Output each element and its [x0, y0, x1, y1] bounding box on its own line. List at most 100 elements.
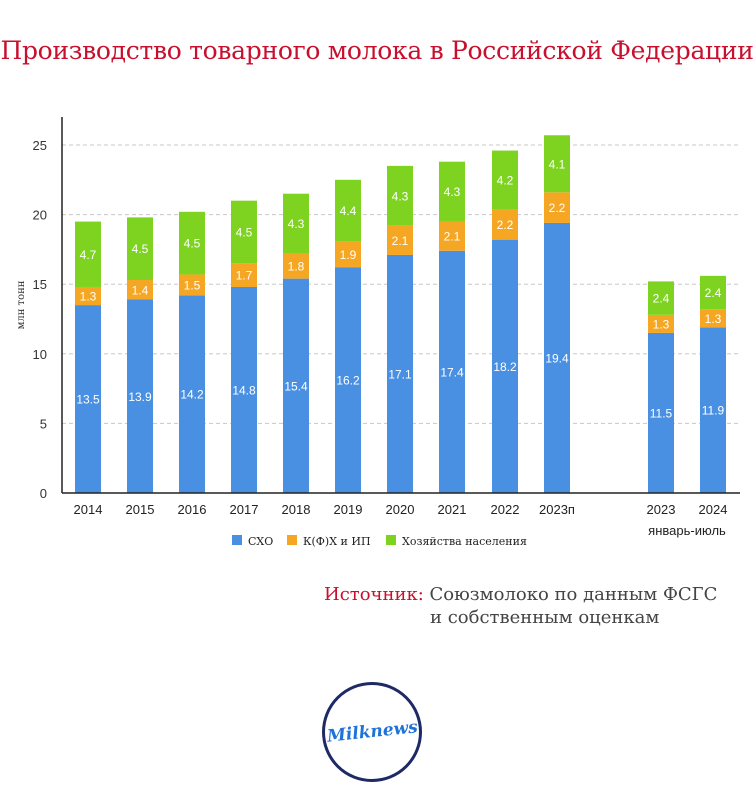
- data-label: 2.4: [705, 286, 722, 300]
- stacked-bar-chart: 0 5 10 15 20 25 млн тонн 13.5 1.3 4.7 2014 13.9 1.4 4…: [16, 117, 740, 548]
- data-label: 13.5: [76, 393, 100, 407]
- bar-segment: [127, 280, 153, 300]
- x-tick-label: 2017: [230, 502, 259, 517]
- bar-segment: [75, 286, 101, 306]
- bar-segment: [544, 192, 570, 223]
- bar-segment: [387, 254, 413, 493]
- bar-segment: [492, 209, 518, 240]
- bar-segment: [335, 267, 361, 493]
- data-label: 1.4: [132, 283, 149, 297]
- bar-segment: [648, 314, 674, 333]
- source-line-1: Союзмолоко по данным ФСГС: [429, 584, 718, 605]
- data-label: 1.9: [340, 248, 357, 262]
- bar-segment: [231, 200, 257, 264]
- data-label: 18.2: [493, 360, 517, 374]
- source-note: Источник: Союзмолоко по данным ФСГС и со…: [324, 583, 717, 629]
- data-label: 1.8: [288, 260, 305, 274]
- bar-segment: [127, 299, 153, 493]
- legend-swatch: [386, 535, 396, 545]
- y-tick-label: 20: [33, 208, 47, 223]
- data-label: 2.1: [444, 230, 461, 244]
- milknews-logo: Milknews: [322, 682, 422, 782]
- source-line-2: и собственным оценкам: [430, 607, 660, 628]
- bar-segment: [335, 241, 361, 268]
- data-label: 16.2: [336, 374, 360, 388]
- data-label: 1.3: [80, 290, 97, 304]
- bar-segment: [335, 179, 361, 242]
- x-tick-label: 2018: [282, 502, 311, 517]
- x-tick-label: 2014: [74, 502, 103, 517]
- bar-segment: [700, 309, 726, 328]
- x-tick-label: 2021: [438, 502, 467, 517]
- data-label: 2.2: [497, 218, 514, 232]
- x-tick-label: 2015: [126, 502, 155, 517]
- source-label: Источник:: [324, 584, 424, 605]
- x-tick-label: 2016: [178, 502, 207, 517]
- bar-segment: [75, 305, 101, 493]
- data-label: 4.3: [288, 217, 305, 231]
- data-label: 4.5: [132, 242, 149, 256]
- bar-segment: [231, 263, 257, 287]
- bar-segment: [439, 250, 465, 493]
- data-label: 11.9: [702, 404, 725, 418]
- data-label: 4.2: [497, 173, 514, 187]
- bar-segment: [283, 278, 309, 493]
- data-label: 1.7: [236, 269, 253, 283]
- bar-segment: [439, 161, 465, 222]
- y-tick-label: 5: [40, 416, 47, 431]
- x-tick-label: 2022: [491, 502, 520, 517]
- y-tick-label: 15: [33, 277, 47, 292]
- data-label: 4.5: [236, 226, 253, 240]
- bar-segment: [127, 217, 153, 281]
- x-tick-label: 2023п: [539, 502, 575, 517]
- data-label: 4.5: [184, 237, 201, 251]
- data-label: 1.3: [653, 317, 670, 331]
- logo-text: Milknews: [325, 717, 419, 747]
- data-label: 4.7: [80, 248, 97, 262]
- y-tick-label: 10: [33, 347, 47, 362]
- bar-segment: [283, 193, 309, 254]
- data-label: 4.3: [392, 189, 409, 203]
- chart-title: Производство товарного молока в Российск…: [0, 36, 754, 65]
- data-label: 1.3: [705, 312, 722, 326]
- x-group-label: январь-июль: [648, 523, 726, 538]
- bar-segment: [179, 295, 205, 493]
- bar-segment: [700, 327, 726, 493]
- x-tick-label: 2024: [699, 502, 728, 517]
- data-label: 19.4: [545, 351, 569, 365]
- y-tick-label: 25: [33, 138, 47, 153]
- bar-segment: [231, 286, 257, 493]
- data-label: 2.1: [392, 234, 409, 248]
- legend-label: СХО: [248, 535, 273, 548]
- x-tick-label: 2019: [334, 502, 363, 517]
- bar-segment: [700, 275, 726, 310]
- data-label: 14.8: [232, 383, 256, 397]
- bar-segment: [283, 253, 309, 279]
- bar-segment: [648, 332, 674, 493]
- data-label: 1.5: [184, 278, 201, 292]
- data-label: 17.4: [440, 365, 464, 379]
- data-label: 11.5: [650, 406, 673, 420]
- data-label: 13.9: [128, 390, 152, 404]
- bar-segment: [75, 221, 101, 287]
- y-axis-label: млн тонн: [16, 280, 27, 329]
- data-label: 2.2: [549, 201, 566, 215]
- bar-segment: [544, 135, 570, 193]
- bar-segment: [179, 274, 205, 296]
- bar-segment: [648, 281, 674, 315]
- data-label: 4.3: [444, 185, 461, 199]
- x-tick-label: 2020: [386, 502, 415, 517]
- bar-segment: [492, 239, 518, 493]
- data-label: 2.4: [653, 292, 670, 306]
- x-tick-label: 2023: [647, 502, 676, 517]
- bar-segment: [179, 211, 205, 275]
- legend-swatch: [287, 535, 297, 545]
- data-label: 4.4: [340, 204, 357, 218]
- data-label: 4.1: [549, 157, 566, 171]
- bar-segment: [544, 222, 570, 493]
- data-label: 14.2: [180, 388, 204, 402]
- bar-segment: [387, 225, 413, 255]
- data-label: 17.1: [388, 367, 412, 381]
- bar-segment: [387, 165, 413, 226]
- legend-label: К(Ф)Х и ИП: [303, 535, 371, 548]
